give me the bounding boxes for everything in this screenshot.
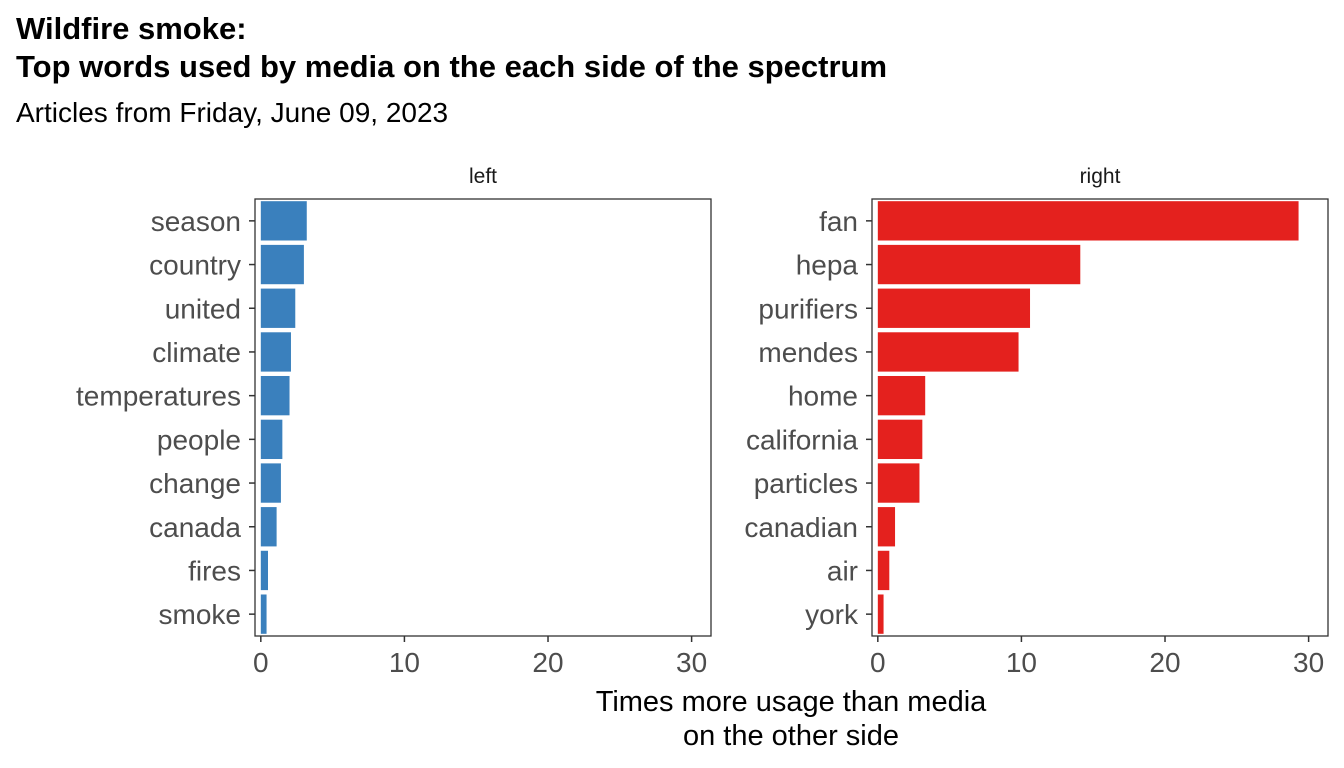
y-tick-label-united: united	[165, 293, 241, 324]
bar-left-temperatures	[260, 375, 290, 416]
bar-left-country	[260, 244, 304, 285]
y-tick-label-canadian: canadian	[744, 512, 858, 543]
x-axis-title-line-1: Times more usage than media	[596, 686, 987, 718]
bar-left-people	[260, 419, 283, 460]
bar-right-hepa	[877, 244, 1081, 285]
bar-left-united	[260, 288, 296, 328]
chart-subtitle: Articles from Friday, June 09, 2023	[16, 97, 449, 128]
panel-left: left season country united climate temperatur…	[76, 165, 712, 678]
y-tick-label-change: change	[149, 468, 241, 499]
y-tick-label-york: york	[805, 599, 859, 630]
bar-left-canada	[260, 507, 277, 547]
bar-right-york	[877, 594, 884, 634]
y-tick-label-purifiers: purifiers	[758, 293, 858, 324]
y-tick-label-home: home	[788, 381, 858, 412]
y-tick-label-hepa: hepa	[796, 250, 859, 281]
x-tick-label-10: 10	[1006, 647, 1037, 678]
y-tick-label-california: california	[746, 424, 858, 455]
y-tick-label-season: season	[151, 206, 241, 237]
y-tick-label-temperatures: temperatures	[76, 381, 241, 412]
chart-title-line-2: Top words used by media on the each side…	[16, 49, 888, 84]
y-tick-label-people: people	[157, 424, 241, 455]
y-tick-label-smoke: smoke	[159, 599, 241, 630]
y-tick-label-country: country	[149, 250, 241, 281]
bar-right-fan	[877, 201, 1299, 241]
facet-label-right: right	[1080, 165, 1121, 188]
y-tick-label-climate: climate	[152, 337, 241, 368]
x-tick-label-10: 10	[389, 647, 420, 678]
bar-left-fires	[260, 550, 268, 591]
bar-right-purifiers	[877, 288, 1031, 328]
panel-border	[254, 198, 712, 637]
x-tick-label-0: 0	[870, 647, 886, 678]
bar-left-climate	[260, 332, 291, 372]
bar-left-smoke	[260, 594, 267, 634]
title-block: Wildfire smoke: Top words used by media …	[16, 10, 887, 130]
panel-border	[871, 198, 1329, 637]
y-tick-label-mendes: mendes	[758, 337, 858, 368]
y-tick-label-fan: fan	[819, 206, 858, 237]
bar-left-season	[260, 201, 307, 241]
y-tick-label-fires: fires	[188, 555, 241, 586]
x-axis-title-line-2: on the other side	[683, 720, 899, 752]
bar-right-canadian	[877, 507, 896, 547]
bar-right-home	[877, 375, 926, 416]
bar-right-california	[877, 419, 923, 460]
y-tick-label-canada: canada	[149, 512, 241, 543]
bar-right-particles	[877, 463, 920, 503]
x-tick-label-0: 0	[253, 647, 269, 678]
x-tick-label-30: 30	[1293, 647, 1324, 678]
x-tick-label-30: 30	[676, 647, 707, 678]
chart-title-line-1: Wildfire smoke:	[16, 11, 247, 46]
x-tick-label-20: 20	[1149, 647, 1180, 678]
bar-left-change	[260, 463, 281, 503]
x-tick-label-20: 20	[532, 647, 563, 678]
bar-right-mendes	[877, 332, 1019, 372]
bar-right-air	[877, 550, 890, 591]
y-tick-label-air: air	[827, 555, 858, 586]
facet-label-left: left	[469, 165, 497, 188]
y-tick-label-particles: particles	[754, 468, 858, 499]
panel-right: right fan hepa purifiers mendes home californi…	[744, 165, 1329, 678]
